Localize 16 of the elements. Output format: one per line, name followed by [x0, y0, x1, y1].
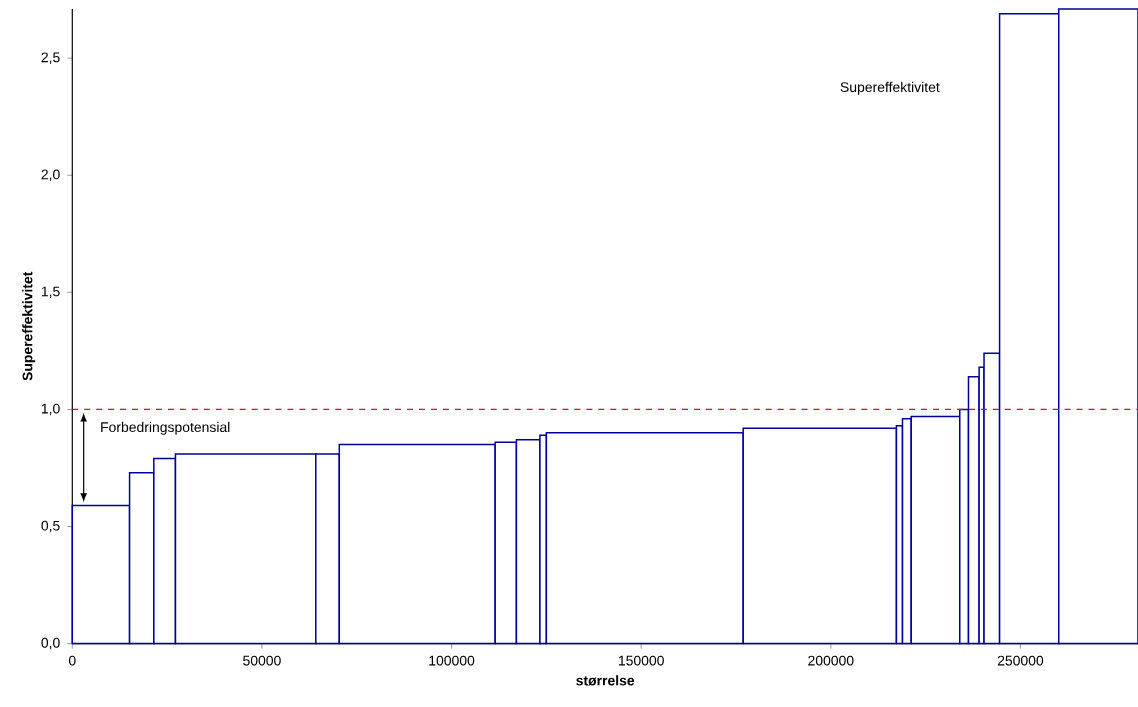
x-tick-label: 150000: [618, 655, 664, 666]
annotation: Forbedringspotensial: [101, 421, 230, 435]
x-tick-label: 100000: [429, 655, 475, 666]
y-tick-label: 2,5: [41, 52, 60, 64]
x-tick-label: 250000: [997, 655, 1044, 666]
y-tick-label: 1,5: [41, 286, 60, 299]
x-tick-label: 50000: [243, 655, 281, 666]
x-tick-label: 0: [68, 655, 76, 666]
y-tick-label: 1,0: [41, 403, 60, 416]
x-axis-title: størrelse: [576, 675, 635, 686]
annotation: Supereffektivitet: [840, 81, 940, 95]
y-tick-label: 2,0: [41, 169, 60, 182]
y-tick-label: 0,5: [41, 520, 60, 533]
y-axis-title: Supereffektivitet: [22, 271, 36, 381]
y-tick-label: 0,0: [41, 637, 60, 650]
x-tick-label: 200000: [808, 655, 854, 666]
